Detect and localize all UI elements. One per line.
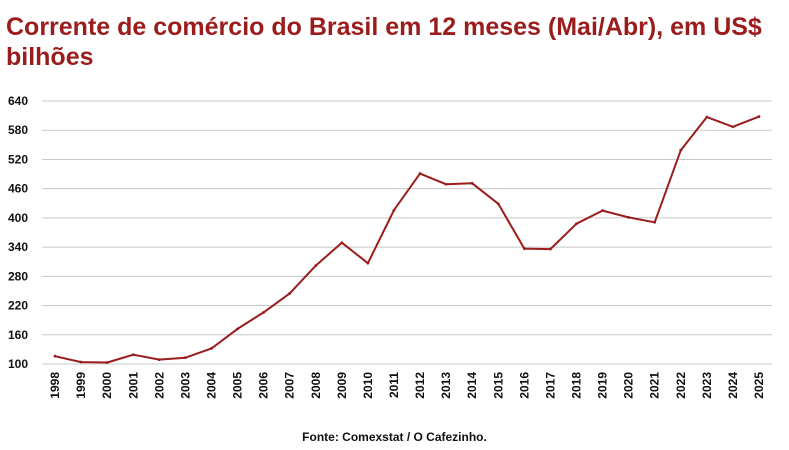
data-point	[131, 353, 135, 357]
x-tick-label: 2023	[700, 372, 714, 399]
x-tick-label: 1999	[74, 372, 88, 399]
x-tick-label: 2012	[413, 372, 427, 399]
data-point	[157, 358, 161, 362]
x-tick-label: 2007	[283, 372, 297, 399]
data-point	[105, 361, 109, 364]
x-tick-label: 2004	[204, 372, 218, 399]
x-tick-label: 2020	[622, 372, 636, 399]
data-point	[340, 241, 344, 245]
y-tick-label: 460	[8, 182, 28, 196]
x-tick-label: 2010	[361, 372, 375, 399]
x-tick-label: 2006	[257, 372, 271, 399]
x-tick-label: 2015	[491, 372, 505, 399]
data-point	[79, 360, 83, 364]
x-tick-label: 2003	[178, 372, 192, 399]
data-point	[731, 125, 735, 129]
y-tick-label: 580	[8, 123, 28, 137]
data-point	[262, 310, 266, 314]
x-tick-label: 2008	[309, 372, 323, 399]
data-point	[679, 148, 683, 152]
y-tick-label: 220	[8, 299, 28, 313]
y-tick-label: 160	[8, 328, 28, 342]
data-point	[548, 247, 552, 251]
x-tick-label: 2002	[152, 372, 166, 399]
source-note: Fonte: Comexstat / O Cafezinho.	[302, 430, 487, 444]
x-tick-label: 2009	[335, 372, 349, 399]
y-tick-label: 400	[8, 211, 28, 225]
data-point	[705, 115, 709, 119]
x-tick-label: 2024	[726, 372, 740, 399]
x-tick-label: 2019	[596, 372, 610, 399]
data-point	[522, 247, 526, 250]
data-point	[418, 172, 422, 175]
data-point	[366, 261, 370, 265]
data-point	[183, 356, 187, 360]
x-tick-label: 2001	[126, 372, 140, 399]
x-tick-label: 2013	[439, 372, 453, 399]
x-tick-label: 2022	[674, 372, 688, 399]
data-point	[496, 202, 500, 206]
x-tick-label: 2005	[231, 372, 245, 399]
gridlines	[42, 100, 772, 365]
data-point	[210, 347, 213, 350]
y-tick-label: 640	[8, 94, 28, 108]
x-tick-label: 2000	[100, 372, 114, 399]
data-point	[653, 220, 657, 224]
x-tick-label: 2014	[465, 372, 479, 399]
x-tick-label: 2021	[648, 372, 662, 399]
y-tick-label: 280	[8, 269, 28, 283]
x-tick-label: 2018	[569, 372, 583, 399]
x-tick-label: 2025	[752, 372, 766, 399]
data-point	[236, 327, 239, 331]
data-point	[627, 216, 631, 219]
y-axis-tick-labels: 100 160 220 280 340 400 460 520 580 640	[8, 94, 28, 371]
data-point	[314, 264, 318, 268]
y-tick-label: 520	[8, 152, 28, 166]
x-tick-label: 2016	[517, 372, 531, 399]
data-point	[444, 182, 448, 186]
x-tick-label: 1998	[48, 372, 62, 399]
data-point	[392, 208, 396, 212]
chart-title: Corrente de comércio do Brasil em 12 mes…	[6, 13, 762, 71]
y-tick-label: 100	[8, 357, 28, 371]
data-point	[575, 222, 578, 226]
data-point	[601, 209, 604, 212]
x-tick-label: 2017	[543, 372, 557, 399]
series-line	[54, 115, 760, 364]
x-axis-tick-labels: 1998 1999 2000 2001 2002 2003 2004 2005 2006 2007…	[48, 372, 766, 399]
y-tick-label: 340	[8, 240, 28, 254]
x-tick-label: 2011	[387, 372, 401, 398]
data-point	[757, 115, 761, 118]
data-point	[470, 181, 474, 185]
series-lines	[53, 115, 761, 364]
data-point	[288, 291, 292, 295]
data-point	[53, 354, 57, 358]
